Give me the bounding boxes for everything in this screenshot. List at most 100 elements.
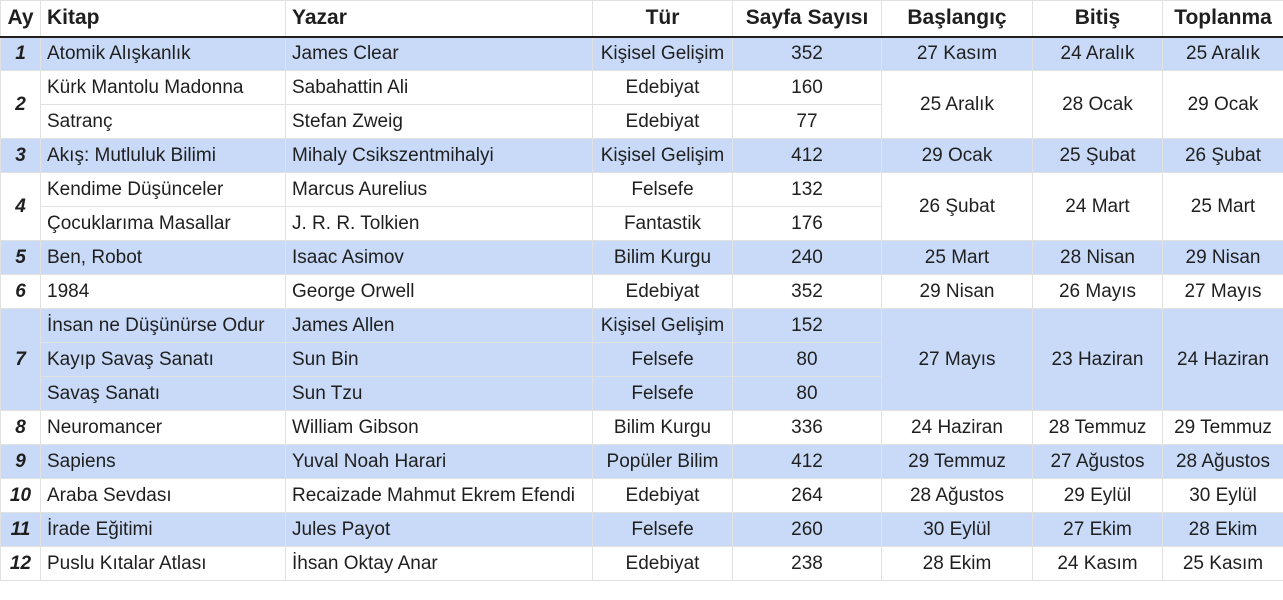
start-date-cell[interactable]: 24 Haziran	[881, 410, 1033, 445]
start-date-cell[interactable]: 30 Eylül	[881, 512, 1033, 547]
genre-cell[interactable]: Bilim Kurgu	[592, 240, 733, 275]
month-number-cell[interactable]: 11	[0, 512, 41, 547]
author-cell[interactable]: Isaac Asimov	[285, 240, 593, 275]
end-date-cell[interactable]: 23 Haziran	[1032, 308, 1163, 411]
meeting-date-cell[interactable]: 28 Ağustos	[1162, 444, 1283, 479]
end-date-cell[interactable]: 27 Ekim	[1032, 512, 1163, 547]
end-date-cell[interactable]: 28 Temmuz	[1032, 410, 1163, 445]
genre-cell[interactable]: Edebiyat	[592, 478, 733, 513]
author-cell[interactable]: William Gibson	[285, 410, 593, 445]
genre-cell[interactable]: Felsefe	[592, 342, 733, 377]
end-date-cell[interactable]: 26 Mayıs	[1032, 274, 1163, 309]
author-cell[interactable]: Sabahattin Ali	[285, 70, 593, 105]
end-date-cell[interactable]: 24 Mart	[1032, 172, 1163, 241]
meeting-date-cell[interactable]: 25 Aralık	[1162, 36, 1283, 71]
start-date-cell[interactable]: 28 Ağustos	[881, 478, 1033, 513]
end-date-cell[interactable]: 24 Aralık	[1032, 36, 1163, 71]
book-title-cell[interactable]: Kürk Mantolu Madonna	[40, 70, 286, 105]
start-date-cell[interactable]: 27 Kasım	[881, 36, 1033, 71]
genre-cell[interactable]: Bilim Kurgu	[592, 410, 733, 445]
book-title-cell[interactable]: İrade Eğitimi	[40, 512, 286, 547]
page-count-cell[interactable]: 264	[732, 478, 882, 513]
end-date-cell[interactable]: 28 Nisan	[1032, 240, 1163, 275]
page-count-cell[interactable]: 176	[732, 206, 882, 241]
author-cell[interactable]: Yuval Noah Harari	[285, 444, 593, 479]
start-date-cell[interactable]: 29 Temmuz	[881, 444, 1033, 479]
header-toplanma[interactable]: Toplanma	[1162, 0, 1283, 38]
start-date-cell[interactable]: 29 Nisan	[881, 274, 1033, 309]
end-date-cell[interactable]: 24 Kasım	[1032, 546, 1163, 581]
header-yazar[interactable]: Yazar	[285, 0, 593, 38]
page-count-cell[interactable]: 80	[732, 376, 882, 411]
month-number-cell[interactable]: 12	[0, 546, 41, 581]
book-title-cell[interactable]: İnsan ne Düşünürse Odur	[40, 308, 286, 343]
author-cell[interactable]: İhsan Oktay Anar	[285, 546, 593, 581]
genre-cell[interactable]: Edebiyat	[592, 104, 733, 139]
meeting-date-cell[interactable]: 29 Nisan	[1162, 240, 1283, 275]
header-baslangic[interactable]: Başlangıç	[881, 0, 1033, 38]
month-number-cell[interactable]: 9	[0, 444, 41, 479]
header-kitap[interactable]: Kitap	[40, 0, 286, 38]
book-title-cell[interactable]: Puslu Kıtalar Atlası	[40, 546, 286, 581]
end-date-cell[interactable]: 29 Eylül	[1032, 478, 1163, 513]
book-title-cell[interactable]: Araba Sevdası	[40, 478, 286, 513]
meeting-date-cell[interactable]: 26 Şubat	[1162, 138, 1283, 173]
genre-cell[interactable]: Popüler Bilim	[592, 444, 733, 479]
page-count-cell[interactable]: 80	[732, 342, 882, 377]
genre-cell[interactable]: Kişisel Gelişim	[592, 36, 733, 71]
header-sayfa-sayisi[interactable]: Sayfa Sayısı	[732, 0, 882, 38]
page-count-cell[interactable]: 77	[732, 104, 882, 139]
genre-cell[interactable]: Felsefe	[592, 512, 733, 547]
book-title-cell[interactable]: Savaş Sanatı	[40, 376, 286, 411]
page-count-cell[interactable]: 132	[732, 172, 882, 207]
header-tur[interactable]: Tür	[592, 0, 733, 38]
book-title-cell[interactable]: Atomik Alışkanlık	[40, 36, 286, 71]
book-title-cell[interactable]: Kendime Düşünceler	[40, 172, 286, 207]
page-count-cell[interactable]: 160	[732, 70, 882, 105]
month-number-cell[interactable]: 7	[0, 308, 41, 411]
page-count-cell[interactable]: 412	[732, 138, 882, 173]
book-title-cell[interactable]: Akış: Mutluluk Bilimi	[40, 138, 286, 173]
month-number-cell[interactable]: 5	[0, 240, 41, 275]
genre-cell[interactable]: Edebiyat	[592, 70, 733, 105]
month-number-cell[interactable]: 6	[0, 274, 41, 309]
header-bitis[interactable]: Bitiş	[1032, 0, 1163, 38]
book-title-cell[interactable]: 1984	[40, 274, 286, 309]
month-number-cell[interactable]: 3	[0, 138, 41, 173]
month-number-cell[interactable]: 2	[0, 70, 41, 139]
author-cell[interactable]: Mihaly Csikszentmihalyi	[285, 138, 593, 173]
month-number-cell[interactable]: 10	[0, 478, 41, 513]
meeting-date-cell[interactable]: 29 Temmuz	[1162, 410, 1283, 445]
genre-cell[interactable]: Fantastik	[592, 206, 733, 241]
page-count-cell[interactable]: 238	[732, 546, 882, 581]
genre-cell[interactable]: Kişisel Gelişim	[592, 308, 733, 343]
book-title-cell[interactable]: Neuromancer	[40, 410, 286, 445]
author-cell[interactable]: Jules Payot	[285, 512, 593, 547]
month-number-cell[interactable]: 8	[0, 410, 41, 445]
genre-cell[interactable]: Edebiyat	[592, 274, 733, 309]
page-count-cell[interactable]: 412	[732, 444, 882, 479]
start-date-cell[interactable]: 29 Ocak	[881, 138, 1033, 173]
author-cell[interactable]: James Clear	[285, 36, 593, 71]
page-count-cell[interactable]: 352	[732, 274, 882, 309]
genre-cell[interactable]: Felsefe	[592, 376, 733, 411]
start-date-cell[interactable]: 28 Ekim	[881, 546, 1033, 581]
start-date-cell[interactable]: 27 Mayıs	[881, 308, 1033, 411]
meeting-date-cell[interactable]: 25 Kasım	[1162, 546, 1283, 581]
author-cell[interactable]: Sun Bin	[285, 342, 593, 377]
end-date-cell[interactable]: 27 Ağustos	[1032, 444, 1163, 479]
meeting-date-cell[interactable]: 25 Mart	[1162, 172, 1283, 241]
month-number-cell[interactable]: 4	[0, 172, 41, 241]
author-cell[interactable]: George Orwell	[285, 274, 593, 309]
genre-cell[interactable]: Kişisel Gelişim	[592, 138, 733, 173]
genre-cell[interactable]: Edebiyat	[592, 546, 733, 581]
author-cell[interactable]: Stefan Zweig	[285, 104, 593, 139]
book-title-cell[interactable]: Kayıp Savaş Sanatı	[40, 342, 286, 377]
page-count-cell[interactable]: 260	[732, 512, 882, 547]
author-cell[interactable]: Marcus Aurelius	[285, 172, 593, 207]
page-count-cell[interactable]: 152	[732, 308, 882, 343]
meeting-date-cell[interactable]: 28 Ekim	[1162, 512, 1283, 547]
author-cell[interactable]: Sun Tzu	[285, 376, 593, 411]
meeting-date-cell[interactable]: 29 Ocak	[1162, 70, 1283, 139]
book-title-cell[interactable]: Ben, Robot	[40, 240, 286, 275]
